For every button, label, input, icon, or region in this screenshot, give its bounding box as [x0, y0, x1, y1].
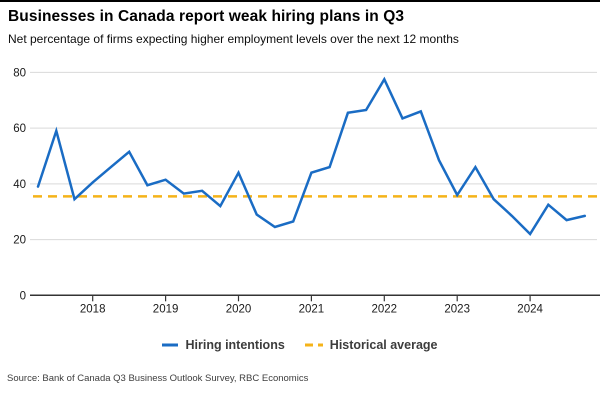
x-tick-label: 2021: [299, 303, 325, 315]
x-tick-label: 2018: [80, 303, 106, 315]
x-tick-label: 2020: [226, 303, 252, 315]
top-border: [0, 0, 600, 2]
legend-item-hiring-intentions: Hiring intentions: [162, 338, 285, 352]
chart-subtitle: Net percentage of firms expecting higher…: [8, 32, 459, 46]
historical-average-swatch-icon: [304, 343, 323, 347]
y-tick-label: 80: [13, 67, 26, 79]
chart-canvas: 0 20 40 60 80 2018 2019 2020 2021 2022 2023 2024: [13, 67, 600, 315]
legend: Hiring intentions Historical average: [0, 335, 600, 355]
y-tick-label: 0: [20, 290, 26, 302]
y-tick-label: 60: [13, 123, 26, 135]
x-tick-label: 2023: [444, 303, 470, 315]
x-tick-label: 2022: [372, 303, 398, 315]
legend-label-hiring-intentions: Hiring intentions: [185, 338, 285, 352]
x-tick-label: 2024: [517, 303, 543, 315]
legend-item-historical-average: Historical average: [304, 338, 438, 352]
y-tick-label: 40: [13, 179, 26, 191]
hiring-intentions-swatch-icon: [162, 343, 179, 347]
source-note: Source: Bank of Canada Q3 Business Outlo…: [7, 373, 309, 384]
y-tick-label: 20: [13, 235, 26, 247]
x-tick-label: 2019: [153, 303, 179, 315]
hiring-intentions-line: [36, 76, 587, 236]
legend-label-historical-average: Historical average: [329, 338, 438, 352]
chart-title: Businesses in Canada report weak hiring …: [8, 8, 405, 25]
plot-area: 0 20 40 60 80 2018 2019 2020 2021 2022 2023 2024: [13, 67, 600, 315]
